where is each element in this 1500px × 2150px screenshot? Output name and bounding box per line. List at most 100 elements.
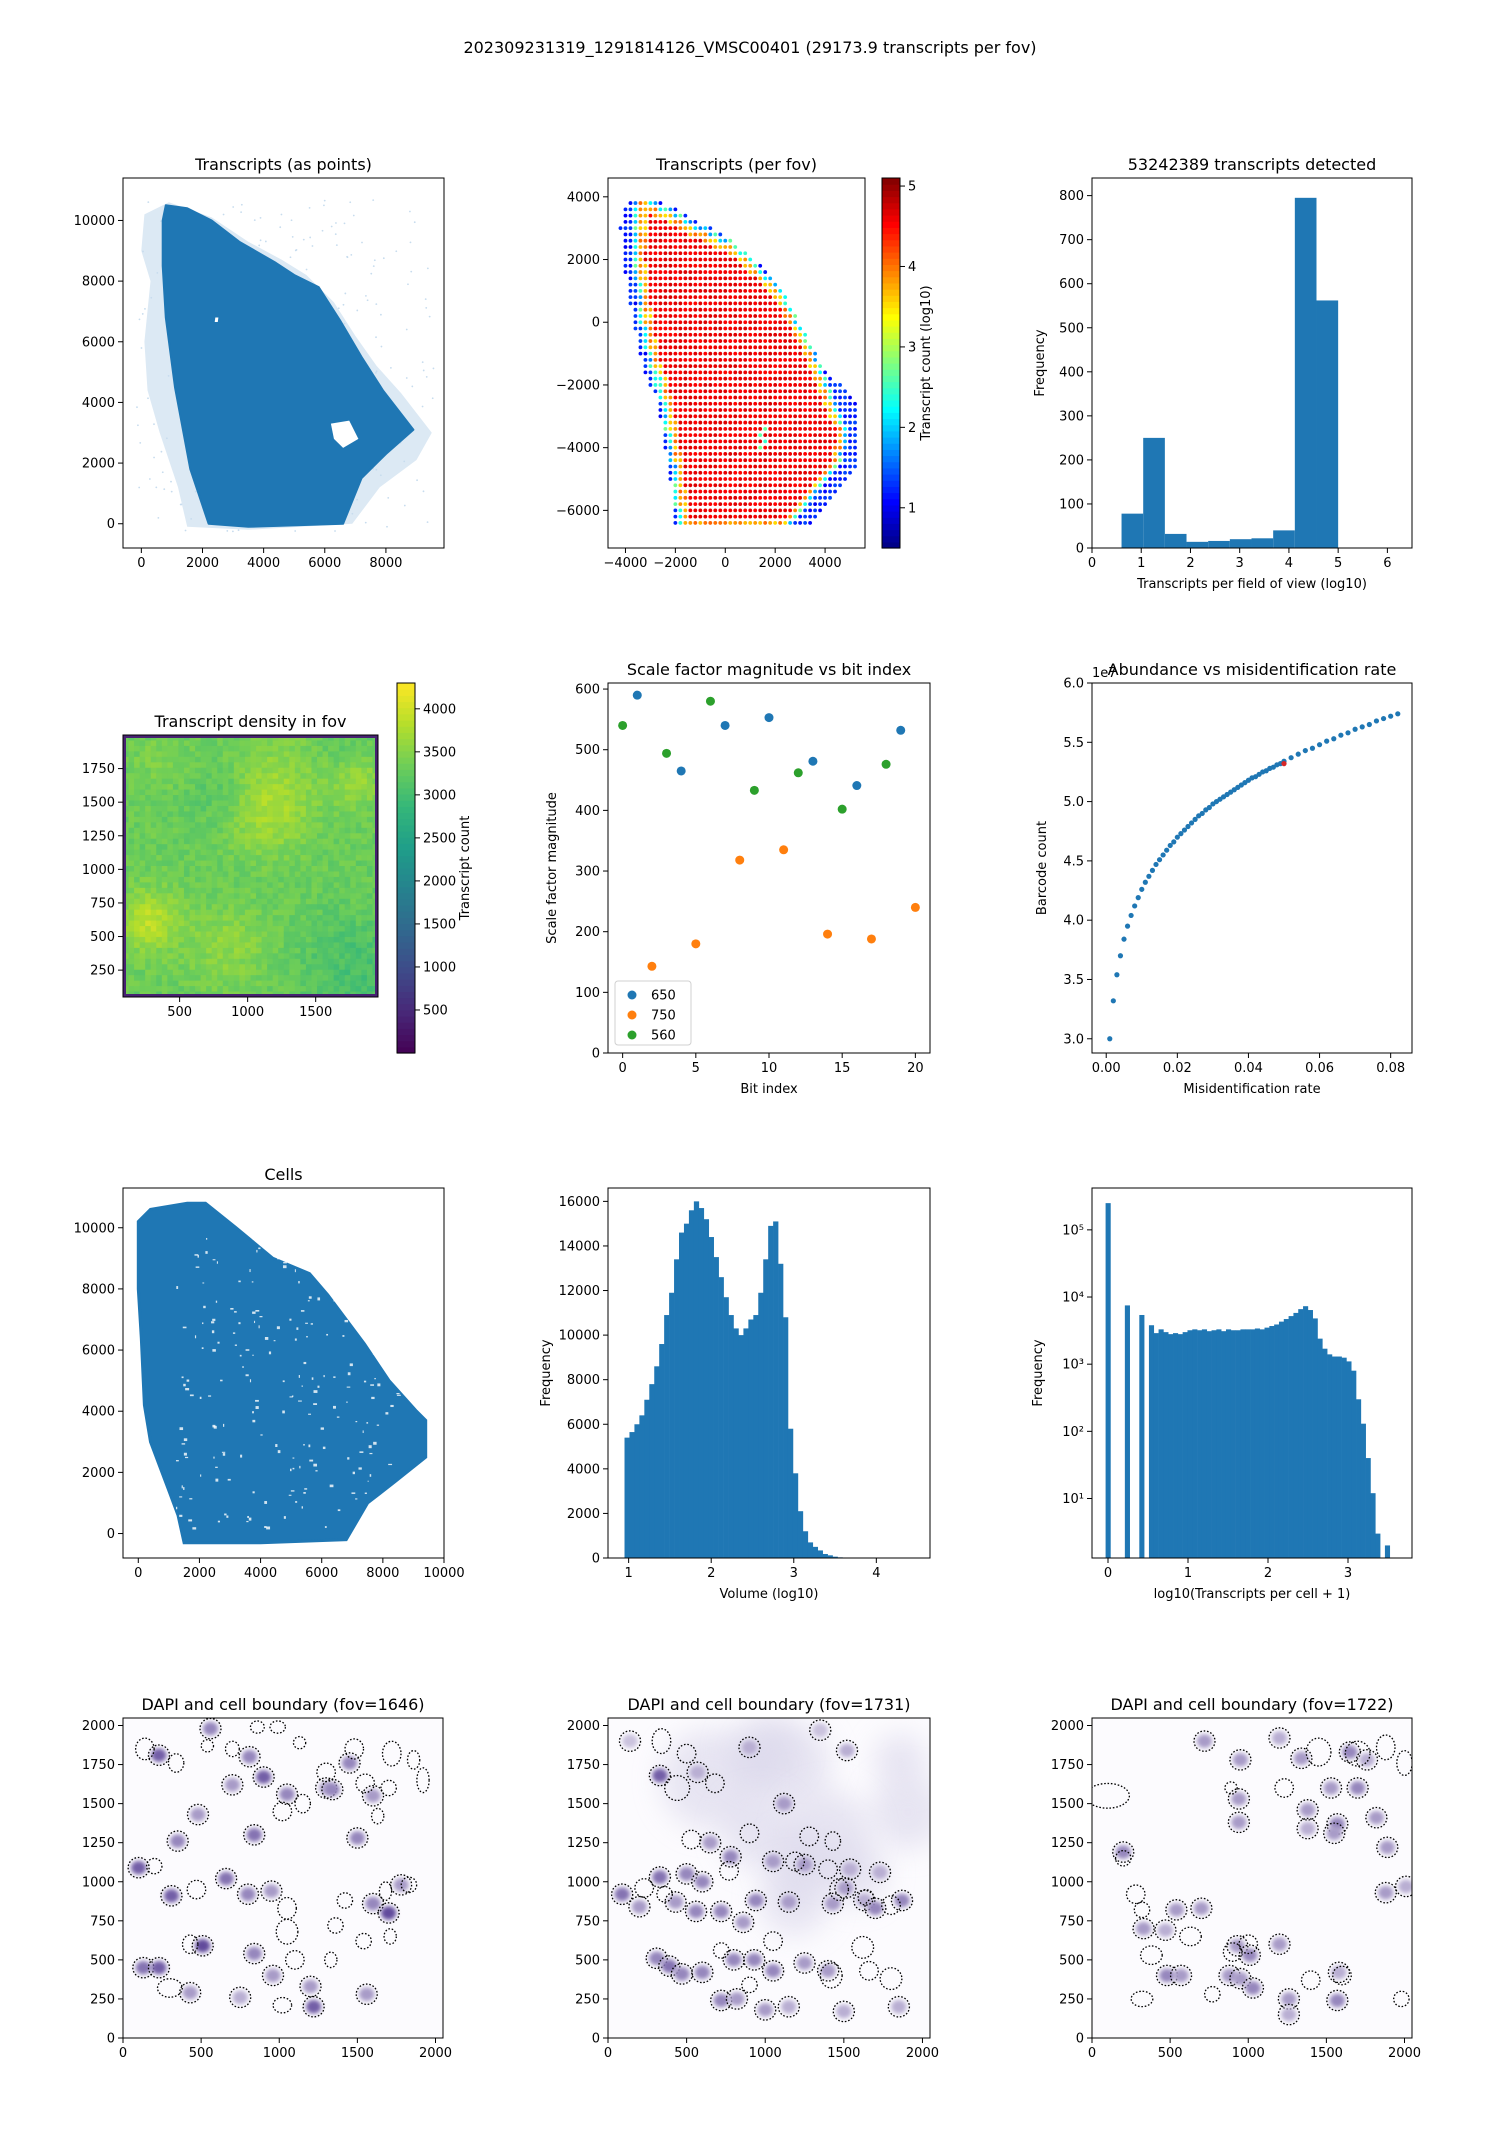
density-cell [161, 789, 168, 796]
density-cell [195, 964, 202, 971]
cell-gap [364, 1492, 367, 1494]
density-cell [167, 860, 174, 867]
fov-point [763, 452, 768, 456]
fov-point [798, 414, 803, 419]
fov-point [663, 389, 668, 394]
cell-gap [179, 1514, 183, 1517]
density-cell [300, 975, 307, 982]
fov-point [703, 245, 708, 249]
density-cell [272, 920, 279, 927]
fov-point [743, 483, 748, 488]
density-cell [300, 756, 307, 763]
density-cell [350, 844, 357, 851]
density-cell [217, 762, 224, 769]
density-cell [222, 871, 229, 878]
fov-point [793, 445, 798, 450]
legend-marker [627, 1030, 637, 1040]
fov-point [753, 339, 758, 343]
density-cell [233, 980, 240, 987]
fov-point [668, 288, 673, 293]
density-cell [189, 860, 196, 867]
fov-point [848, 401, 852, 406]
density-cell [134, 882, 141, 889]
fov-point [793, 351, 798, 356]
cell-gap [378, 1320, 381, 1324]
density-cell [361, 805, 368, 812]
sparse-point [160, 220, 162, 223]
density-cell [211, 975, 218, 982]
fov-point [738, 439, 743, 444]
density-cell [222, 800, 229, 807]
density-cell [167, 975, 174, 982]
density-cell [300, 953, 307, 960]
density-cell [328, 756, 335, 763]
density-cell [328, 926, 335, 932]
density-cell [283, 926, 290, 932]
fov-point [703, 270, 708, 274]
nucleus [224, 1778, 241, 1792]
cell-boundary [186, 1803, 210, 1826]
density-cell [128, 969, 135, 976]
density-cell [283, 887, 290, 894]
density-cell [278, 811, 285, 818]
histogram-bar [1274, 1324, 1280, 1558]
fov-point [778, 420, 783, 425]
density-cell [261, 887, 268, 894]
sparse-point [294, 530, 297, 532]
density-cell [355, 936, 362, 943]
fov-point [718, 288, 723, 293]
density-cell [322, 986, 329, 993]
density-cell [305, 920, 312, 927]
colorbar-segment [882, 319, 900, 327]
density-cell [145, 964, 152, 971]
x-tick-label: 3 [1344, 1566, 1352, 1581]
density-cell [134, 936, 141, 943]
fov-point [673, 452, 678, 456]
colorbar-segment [882, 295, 900, 302]
colorbar-segment [397, 738, 415, 746]
density-cell [183, 778, 191, 785]
fov-point [658, 251, 663, 256]
cell-gap [202, 1282, 205, 1284]
density-cell [183, 915, 191, 922]
density-cell [278, 876, 285, 883]
fov-point [683, 270, 688, 274]
y-offset-label: 1e7 [1092, 666, 1117, 681]
fov-point [823, 483, 827, 488]
density-cell [222, 969, 229, 976]
fov-point [658, 383, 663, 387]
density-cell [333, 904, 340, 911]
x-tick-label: −4000 [603, 556, 647, 571]
density-cell [206, 795, 213, 801]
fov-point [818, 408, 822, 412]
density-cell [294, 816, 301, 823]
density-cell [311, 784, 318, 791]
y-tick-label: 6000 [82, 335, 115, 350]
fov-point [658, 364, 663, 369]
density-cell [123, 958, 130, 965]
fov-point [693, 495, 698, 500]
sparse-point [138, 486, 141, 489]
fov-point [848, 433, 852, 438]
density-cell [145, 800, 152, 807]
density-cell [344, 800, 351, 807]
fov-point [728, 314, 733, 318]
density-cell [244, 926, 251, 932]
colorbar-segment [397, 997, 415, 1005]
colorbar-segment [882, 239, 900, 247]
density-cell [145, 958, 152, 965]
density-cell [250, 964, 257, 971]
fov-point [668, 401, 673, 406]
histogram-bar [688, 1210, 695, 1558]
density-cell [244, 822, 251, 829]
density-cell [250, 947, 257, 954]
fov-point [718, 445, 723, 450]
density-cell [150, 844, 157, 851]
density-cell [228, 964, 235, 971]
density-cell [300, 784, 307, 791]
density-cell [145, 756, 152, 763]
density-cell [350, 816, 357, 823]
density-cell [328, 822, 335, 829]
density-cell [355, 904, 362, 911]
histogram-bar [654, 1366, 660, 1558]
